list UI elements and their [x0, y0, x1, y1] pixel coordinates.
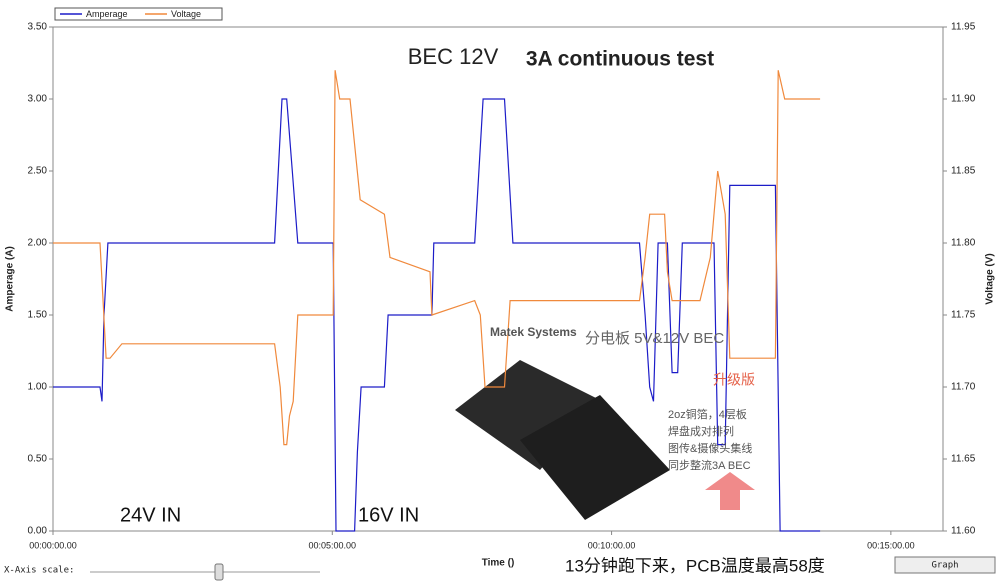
- series-line: [53, 98, 821, 532]
- y2-tick-label: 11.65: [951, 454, 976, 465]
- x-axis-label: Time (): [482, 558, 515, 569]
- x-tick-label: 00:15:00.00: [867, 540, 915, 550]
- slider-thumb[interactable]: [214, 563, 224, 581]
- y2-tick-label: 11.60: [951, 526, 976, 537]
- annotation: 24V IN: [120, 504, 181, 526]
- plot-area: [52, 26, 944, 532]
- y2-tick-label: 11.85: [951, 166, 976, 177]
- y2-axis-label: Voltage (V): [985, 253, 996, 304]
- annotation: 升级版: [713, 372, 755, 388]
- annotation: 13分钟跑下来，PCB温度最高58度: [565, 556, 825, 575]
- annotation: 2oz铜箔，4层板: [668, 407, 747, 421]
- y2-tick-label: 11.80: [951, 238, 976, 249]
- y-tick-label: 1.00: [28, 382, 48, 393]
- chart-subtitle: 3A continuous test: [526, 48, 714, 71]
- y-tick-label: 0.00: [28, 526, 48, 537]
- y-tick-label: 0.50: [28, 454, 48, 465]
- x-tick-label: 00:10:00.00: [588, 540, 636, 550]
- y-tick-label: 2.50: [28, 166, 48, 177]
- y-tick-label: 1.50: [28, 310, 48, 321]
- y-tick-label: 3.50: [28, 22, 48, 33]
- annotation: 焊盘成对排列: [668, 424, 734, 438]
- annotation: Matek Systems: [490, 325, 577, 339]
- series-line: [53, 70, 821, 446]
- chart-title: BEC 12V: [408, 44, 499, 69]
- legend: [54, 7, 223, 21]
- scale-label: X-Axis scale:: [4, 566, 74, 576]
- x-tick-label: 00:00:00.00: [29, 540, 77, 550]
- graph-button-label[interactable]: Graph: [931, 561, 958, 571]
- y-tick-label: 2.00: [28, 238, 48, 249]
- legend-label: Amperage: [86, 9, 128, 19]
- x-tick-label: 00:05:00.00: [309, 540, 357, 550]
- y2-tick-label: 11.75: [951, 310, 976, 321]
- annotation: 图传&摄像头集线: [668, 441, 752, 455]
- annotation: 同步整流3A BEC: [668, 458, 751, 472]
- annotation: 16V IN: [358, 504, 419, 526]
- y-tick-label: 3.00: [28, 94, 48, 105]
- y-axis-label: Amperage (A): [5, 246, 16, 312]
- y2-tick-label: 11.70: [951, 382, 976, 393]
- annotation: 分电板 5V&12V BEC: [585, 329, 724, 347]
- y2-tick-label: 11.95: [951, 22, 976, 33]
- y2-tick-label: 11.90: [951, 94, 976, 105]
- graph-button[interactable]: [894, 556, 996, 574]
- legend-label: Voltage: [171, 9, 201, 19]
